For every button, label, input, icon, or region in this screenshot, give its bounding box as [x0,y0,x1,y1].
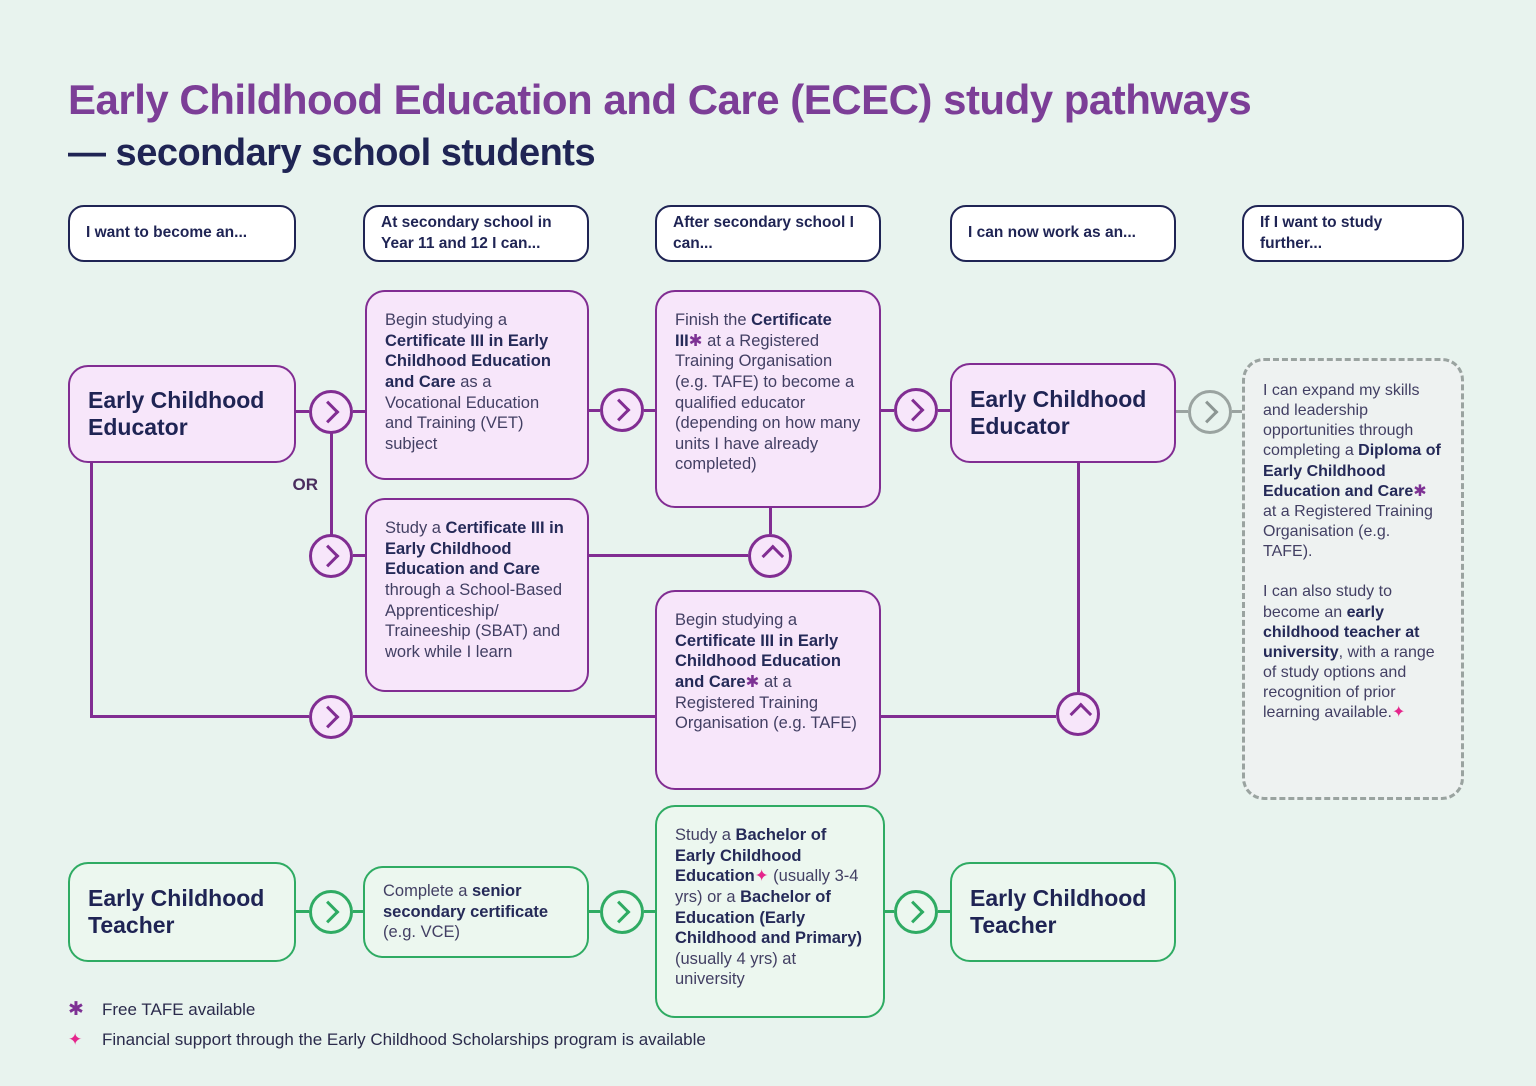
role-label: Early Childhood Teacher [88,884,265,938]
arrow-up-icon [748,534,792,578]
box-text: Finish the Certificate III✱ at a Registe… [675,311,861,474]
diamond-icon: ✦ [68,1030,83,1049]
chevron-right-icon [1195,400,1219,424]
connector-line [353,554,365,557]
chevron-right-icon [607,398,631,422]
header-label: After secondary school I can... [673,214,854,252]
header-label: At secondary school in Year 11 and 12 I … [381,214,552,252]
arrow-right-icon [600,388,644,432]
chevron-right-icon [607,900,631,924]
chevron-up-icon [761,544,785,568]
header-label: If I want to study further... [1260,214,1383,252]
box-early-childhood-teacher-now: Early Childhood Teacher [950,862,1176,962]
role-label: Early Childhood Teacher [970,884,1147,938]
asterisk-icon: ✱ [68,999,84,1020]
arrow-right-icon [894,388,938,432]
arrow-right-gray-icon [1188,390,1232,434]
box-text: Begin studying a Certificate III in Earl… [385,311,551,453]
university-paragraph: I can also study to become an early chil… [1263,583,1435,722]
arrow-right-green-icon [894,890,938,934]
page-title: Early Childhood Education and Care (ECEC… [68,76,1252,123]
connector-line-green [644,910,655,913]
role-label: Early Childhood Educator [88,386,265,440]
header-study-further: If I want to study further... [1242,205,1464,262]
legend-text: Free TAFE available [102,999,256,1019]
arrow-up-icon [1056,692,1100,736]
legend-free-tafe: ✱ Free TAFE available [68,998,255,1021]
box-text: Study a Bachelor of Early Childhood Educ… [675,826,863,989]
box-senior-secondary-certificate: Complete a senior secondary certificate … [363,866,589,958]
chevron-up-icon [1069,702,1093,726]
connector-line-green [353,910,363,913]
chevron-right-icon [316,400,340,424]
arrow-right-icon [309,695,353,739]
legend-text: Financial support through the Early Chil… [102,1030,706,1049]
header-label: I can now work as an... [968,224,1136,242]
connector-line-green [885,910,894,913]
connector-line-green [589,910,600,913]
connector-line [938,409,950,412]
header-want-to-become: I want to become an... [68,205,296,262]
box-early-childhood-educator-start: Early Childhood Educator [68,365,296,463]
box-early-childhood-teacher-start: Early Childhood Teacher [68,862,296,962]
chevron-right-icon [901,900,925,924]
box-certificate-sbat: Study a Certificate III in Early Childho… [365,498,589,692]
arrow-right-icon [309,390,353,434]
chevron-right-icon [316,900,340,924]
box-text: Begin studying a Certificate III in Earl… [675,611,857,733]
connector-line [881,409,894,412]
connector-line [589,554,748,557]
connector-line [330,432,333,536]
dashed-connector [1232,410,1242,413]
header-after-secondary: After secondary school I can... [655,205,881,262]
dashed-connector [1176,410,1188,413]
connector-line [353,715,655,718]
box-study-further-diploma: I can expand my skills and leadership op… [1242,358,1464,800]
chevron-right-icon [316,705,340,729]
legend-financial-support: ✦ Financial support through the Early Ch… [68,1030,706,1050]
arrow-right-green-icon [309,890,353,934]
page-subtitle: — secondary school students [68,132,596,174]
connector-line [1077,463,1080,692]
box-bachelor-degree: Study a Bachelor of Early Childhood Educ… [655,805,885,1018]
header-label: I want to become an... [86,224,248,242]
connector-line [90,715,309,718]
connector-line [296,410,309,413]
connector-line-green [296,910,309,913]
box-certificate-vet: Begin studying a Certificate III in Earl… [365,290,589,480]
or-label: OR [292,475,319,494]
chevron-right-icon [901,398,925,422]
diploma-paragraph: I can expand my skills and leadership op… [1263,382,1441,561]
connector-line [644,409,655,412]
connector-line-green [938,910,950,913]
connector-line [769,508,772,534]
connector-line [881,715,1056,718]
connector-line [90,462,93,718]
box-early-childhood-educator-now: Early Childhood Educator [950,363,1176,463]
arrow-right-green-icon [600,890,644,934]
header-secondary-school: At secondary school in Year 11 and 12 I … [363,205,589,262]
connector-line [353,410,365,413]
box-text: Complete a senior secondary certificate … [383,882,549,942]
connector-line [589,409,600,412]
box-finish-certificate: Finish the Certificate III✱ at a Registe… [655,290,881,508]
box-certificate-rto: Begin studying a Certificate III in Earl… [655,590,881,790]
header-work-as: I can now work as an... [950,205,1176,262]
role-label: Early Childhood Educator [970,385,1147,439]
chevron-right-icon [316,544,340,568]
box-text: Study a Certificate III in Early Childho… [385,519,564,661]
arrow-right-icon [309,534,353,578]
